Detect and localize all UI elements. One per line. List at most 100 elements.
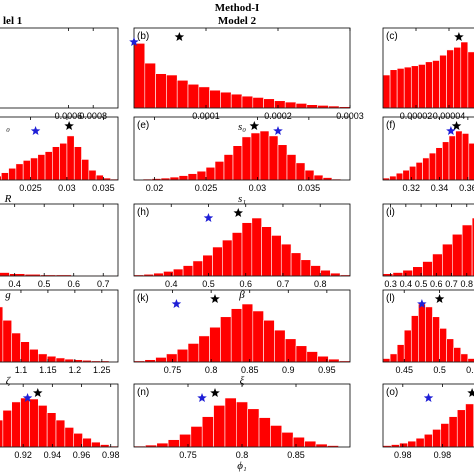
axes-frame bbox=[0, 289, 119, 363]
histogram-bar bbox=[410, 315, 419, 363]
histogram-bar bbox=[29, 398, 39, 448]
histogram-bar bbox=[187, 173, 198, 181]
histogram-bar bbox=[460, 41, 469, 109]
histogram-bar bbox=[468, 142, 474, 181]
blue-star-marker bbox=[22, 393, 33, 402]
histogram-bar bbox=[304, 169, 315, 181]
histogram-bar bbox=[55, 419, 66, 448]
histogram-bar bbox=[182, 265, 194, 277]
blue-star-marker bbox=[30, 126, 41, 135]
x-tick-label: 0.7 bbox=[277, 279, 290, 289]
histogram-bar bbox=[0, 272, 10, 277]
histogram-bar bbox=[442, 243, 453, 277]
histogram-bar bbox=[198, 86, 210, 109]
histogram-bar bbox=[403, 66, 412, 109]
histogram-bar bbox=[467, 51, 474, 109]
histogram-bar bbox=[155, 73, 167, 109]
panel-label: (f) bbox=[386, 120, 395, 131]
x-axis-label: ϕ₁ bbox=[237, 460, 247, 472]
black-star-marker bbox=[454, 32, 464, 41]
histogram-bar bbox=[153, 272, 164, 277]
histogram-bar bbox=[453, 46, 462, 109]
axes-frame bbox=[133, 116, 351, 181]
histogram-bar bbox=[263, 319, 275, 363]
histogram-bar bbox=[292, 436, 305, 448]
method-title: Method-I bbox=[215, 2, 260, 14]
panel-b: 0.0001 0.0002 0.0003 (b) s₀ bbox=[129, 27, 364, 133]
model-left-title: lel 1 bbox=[3, 15, 22, 27]
black-star-marker bbox=[451, 121, 462, 130]
histogram-bar bbox=[232, 145, 243, 181]
histogram-bar bbox=[176, 79, 189, 109]
histogram-bar bbox=[190, 426, 203, 448]
panel-label: (n) bbox=[137, 387, 149, 398]
x-tick-label: 0.4 bbox=[165, 279, 178, 289]
histogram-bar bbox=[30, 157, 39, 181]
x-tick-label: 0.7 bbox=[445, 279, 458, 289]
histogram-bar bbox=[453, 347, 462, 363]
histogram-bar bbox=[15, 163, 24, 181]
x-tick-label: 1.15 bbox=[39, 365, 57, 375]
histogram-bar bbox=[320, 269, 331, 277]
axes-frame bbox=[0, 203, 119, 277]
histogram-bar bbox=[8, 167, 17, 181]
blue-star-marker bbox=[203, 213, 214, 222]
panel-label: (i) bbox=[386, 207, 395, 218]
histogram-bar bbox=[178, 175, 189, 181]
histogram-bar bbox=[198, 335, 210, 363]
axes-frame bbox=[133, 203, 351, 277]
histogram-bar bbox=[209, 89, 221, 109]
histogram-bar bbox=[389, 175, 397, 181]
histogram-bar bbox=[448, 135, 456, 181]
histogram-bar bbox=[2, 409, 13, 448]
panel-k: 0.75 0.8 0.85 0.9 0.95 (k) ξ bbox=[133, 289, 351, 387]
histogram-bar bbox=[187, 343, 200, 363]
histogram-bar bbox=[415, 162, 423, 181]
histogram-bar bbox=[46, 355, 57, 363]
x-tick-label: 0.6 bbox=[430, 279, 443, 289]
histogram-bar bbox=[446, 49, 455, 109]
axes-frame bbox=[0, 383, 119, 448]
histogram-bar bbox=[187, 83, 200, 109]
histogram-bar bbox=[59, 142, 68, 181]
histogram-bar bbox=[295, 103, 308, 109]
x-tick-label: 0.7 bbox=[97, 279, 110, 289]
axes-frame bbox=[0, 27, 119, 109]
histogram-bar bbox=[268, 135, 279, 181]
x-tick-label: 0.0008 bbox=[79, 111, 107, 121]
histogram-bar bbox=[280, 243, 292, 277]
histogram-bar bbox=[144, 62, 156, 109]
histogram-bar bbox=[220, 91, 232, 109]
x-axis-label: s₀ bbox=[238, 121, 246, 133]
histogram-bar bbox=[82, 437, 92, 448]
x-tick-label: 1.25 bbox=[93, 365, 111, 375]
histogram-bar bbox=[64, 427, 75, 448]
panel-n: 0.75 0.8 0.85 (n) ϕ₁ bbox=[133, 383, 351, 472]
histogram-bar bbox=[399, 442, 409, 448]
histogram-bar bbox=[446, 338, 455, 363]
histogram-bar bbox=[270, 425, 283, 448]
histogram-bar bbox=[156, 442, 169, 448]
histogram-bar bbox=[192, 260, 204, 277]
axes-frame bbox=[382, 203, 474, 277]
black-star-marker bbox=[210, 388, 220, 397]
histogram-bar bbox=[224, 397, 237, 448]
histogram-bar bbox=[284, 101, 297, 109]
histogram-bar bbox=[440, 423, 450, 448]
x-tick-label: 0.9 bbox=[282, 365, 295, 375]
histogram-bar bbox=[241, 136, 252, 181]
panel-o: 0.98 0.98 (o) bbox=[382, 383, 474, 460]
x-tick-label: 0.8 bbox=[314, 279, 327, 289]
x-tick-label: 0.5 bbox=[38, 279, 51, 289]
histogram-bar bbox=[133, 43, 146, 109]
histogram-bar bbox=[461, 224, 473, 277]
histogram-bar bbox=[209, 326, 221, 363]
panel-lel1-row2: 0.025 0.03 0.035 R bbox=[0, 116, 119, 205]
histogram-bar bbox=[29, 348, 39, 363]
histogram-bar bbox=[465, 403, 474, 448]
histogram-bar bbox=[231, 232, 243, 277]
black-star-marker bbox=[467, 388, 474, 397]
histogram-bar bbox=[432, 316, 440, 363]
